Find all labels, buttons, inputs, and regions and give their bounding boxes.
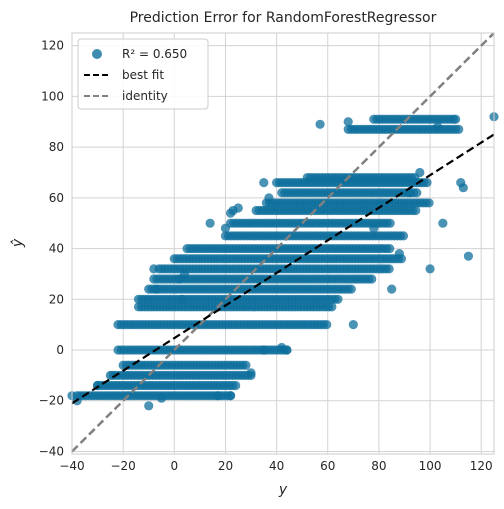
data-point <box>231 380 241 391</box>
x-tick-label: 20 <box>218 459 233 473</box>
legend-scatter-label: R² = 0.650 <box>122 47 187 61</box>
y-tick-label: 20 <box>49 292 64 306</box>
y-tick-label: 100 <box>41 89 64 103</box>
y-tick-label: 60 <box>49 191 64 205</box>
y-tick-label: 40 <box>49 242 64 256</box>
data-point <box>422 178 432 188</box>
x-tick-label: 120 <box>470 459 493 473</box>
x-tick-label: 0 <box>170 459 178 473</box>
y-tick-label: 80 <box>49 140 64 154</box>
data-point <box>458 183 468 193</box>
x-tick-label: 60 <box>320 459 335 473</box>
x-tick-label: 80 <box>371 459 386 473</box>
data-point <box>367 274 377 284</box>
plot-frame <box>71 32 495 455</box>
scatter-points <box>67 112 499 411</box>
data-point <box>205 218 215 228</box>
data-point <box>225 391 236 401</box>
data-point <box>385 243 395 254</box>
legend-identity-label: identity <box>122 89 168 103</box>
data-point <box>144 401 154 411</box>
data-point <box>322 320 332 330</box>
x-axis-ticks: −40 −20 0 20 40 60 80 100 120 <box>59 459 492 473</box>
data-point <box>177 294 187 304</box>
data-point <box>259 178 269 188</box>
data-point <box>384 264 394 274</box>
chart-title: Prediction Error for RandomForestRegress… <box>130 10 437 26</box>
data-point <box>213 391 223 401</box>
data-point <box>451 114 461 124</box>
data-point <box>438 218 448 228</box>
x-tick-label: 40 <box>269 459 284 473</box>
data-point <box>425 264 435 274</box>
y-tick-label: 120 <box>41 39 64 53</box>
data-point <box>424 198 434 208</box>
data-point <box>415 167 425 178</box>
data-point <box>105 370 115 380</box>
data-point <box>246 368 256 378</box>
data-point <box>385 218 395 228</box>
data-point <box>387 284 397 294</box>
x-tick-label: −40 <box>59 459 84 473</box>
data-point <box>282 345 292 355</box>
data-point <box>315 119 325 129</box>
data-point <box>233 203 243 213</box>
data-point <box>264 193 274 203</box>
data-point <box>394 249 404 259</box>
data-point <box>333 294 343 304</box>
data-point <box>348 320 358 330</box>
data-point <box>149 264 159 274</box>
legend-best-fit-label: best fit <box>122 68 164 82</box>
legend-box <box>77 38 209 110</box>
data-point <box>454 124 464 134</box>
data-point <box>156 393 167 403</box>
x-tick-label: −20 <box>110 459 135 473</box>
data-point <box>412 188 422 198</box>
y-tick-label: −20 <box>39 394 64 408</box>
legend: R² = 0.650 best fit identity <box>77 38 209 110</box>
data-point <box>411 205 421 216</box>
y-tick-label: −40 <box>39 444 64 458</box>
data-point <box>463 251 474 261</box>
data-point <box>259 345 269 355</box>
x-tick-label: 100 <box>419 459 442 473</box>
y-axis-ticks: −40 −20 0 20 40 60 80 100 120 <box>39 39 64 459</box>
data-point <box>433 122 443 132</box>
identity-line <box>71 32 495 453</box>
data-point <box>343 117 353 127</box>
x-axis-label: y <box>278 482 288 498</box>
data-point <box>398 231 409 241</box>
y-tick-label: 0 <box>56 343 64 357</box>
y-axis-label: ŷ <box>10 238 26 248</box>
reference-lines <box>71 32 495 453</box>
data-point <box>151 284 161 294</box>
data-point <box>220 223 231 233</box>
data-point <box>327 302 337 312</box>
data-point <box>346 284 356 294</box>
data-point <box>179 269 190 279</box>
legend-scatter-marker <box>92 49 102 59</box>
data-point <box>241 360 251 370</box>
data-point <box>369 223 379 233</box>
